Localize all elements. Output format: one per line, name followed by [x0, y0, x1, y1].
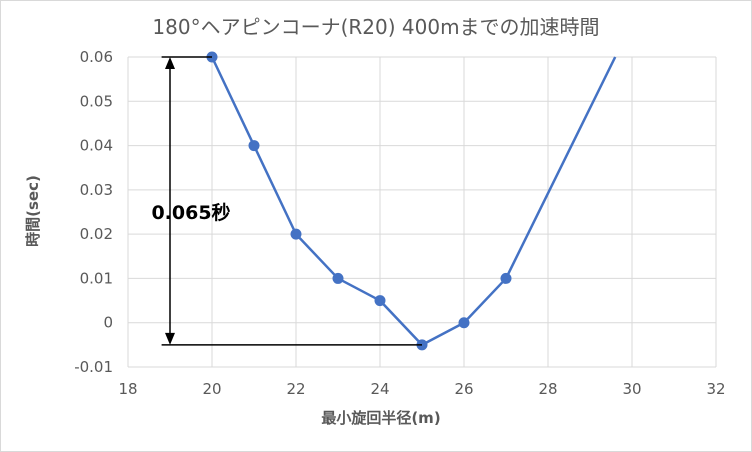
- x-tick-label: 32: [706, 380, 725, 398]
- data-point: [458, 317, 470, 329]
- x-tick-label: 18: [118, 380, 137, 398]
- x-tick-label: 22: [286, 380, 305, 398]
- y-axis-ticks: -0.01 0 0.01 0.02 0.03 0.04 0.05 0.06: [74, 48, 113, 376]
- y-tick-label: 0.06: [80, 48, 113, 66]
- gridlines: [127, 56, 717, 368]
- span-arrow-head-bottom: [165, 332, 175, 345]
- span-arrow-head-top: [165, 57, 175, 69]
- x-tick-label: 20: [202, 380, 221, 398]
- y-tick-label: 0: [103, 314, 113, 332]
- data-point: [374, 295, 386, 307]
- x-tick-label: 30: [622, 380, 641, 398]
- data-point: [248, 140, 260, 152]
- y-tick-label: 0.05: [80, 92, 113, 110]
- y-tick-label: 0.01: [80, 269, 113, 287]
- y-tick-label: 0.04: [80, 137, 113, 155]
- y-tick-label: 0.03: [80, 181, 113, 199]
- data-point: [500, 272, 512, 284]
- x-tick-label: 24: [370, 380, 389, 398]
- x-axis-title: 最小旋回半径(m): [321, 409, 440, 427]
- chart-title: 180°ヘアピンコーナ(R20) 400mまでの加速時間: [152, 15, 599, 39]
- span-annotation: 0.065秒: [151, 56, 422, 346]
- x-tick-label: 26: [454, 380, 473, 398]
- data-point: [332, 272, 344, 284]
- y-axis-title: 時間(sec): [24, 175, 42, 247]
- y-tick-label: -0.01: [74, 358, 113, 376]
- x-tick-label: 28: [538, 380, 557, 398]
- y-tick-label: 0.02: [80, 225, 113, 243]
- x-axis-ticks: 18 20 22 24 26 28 30 32: [118, 380, 725, 398]
- span-label: 0.065秒: [151, 201, 230, 224]
- data-point: [290, 228, 302, 240]
